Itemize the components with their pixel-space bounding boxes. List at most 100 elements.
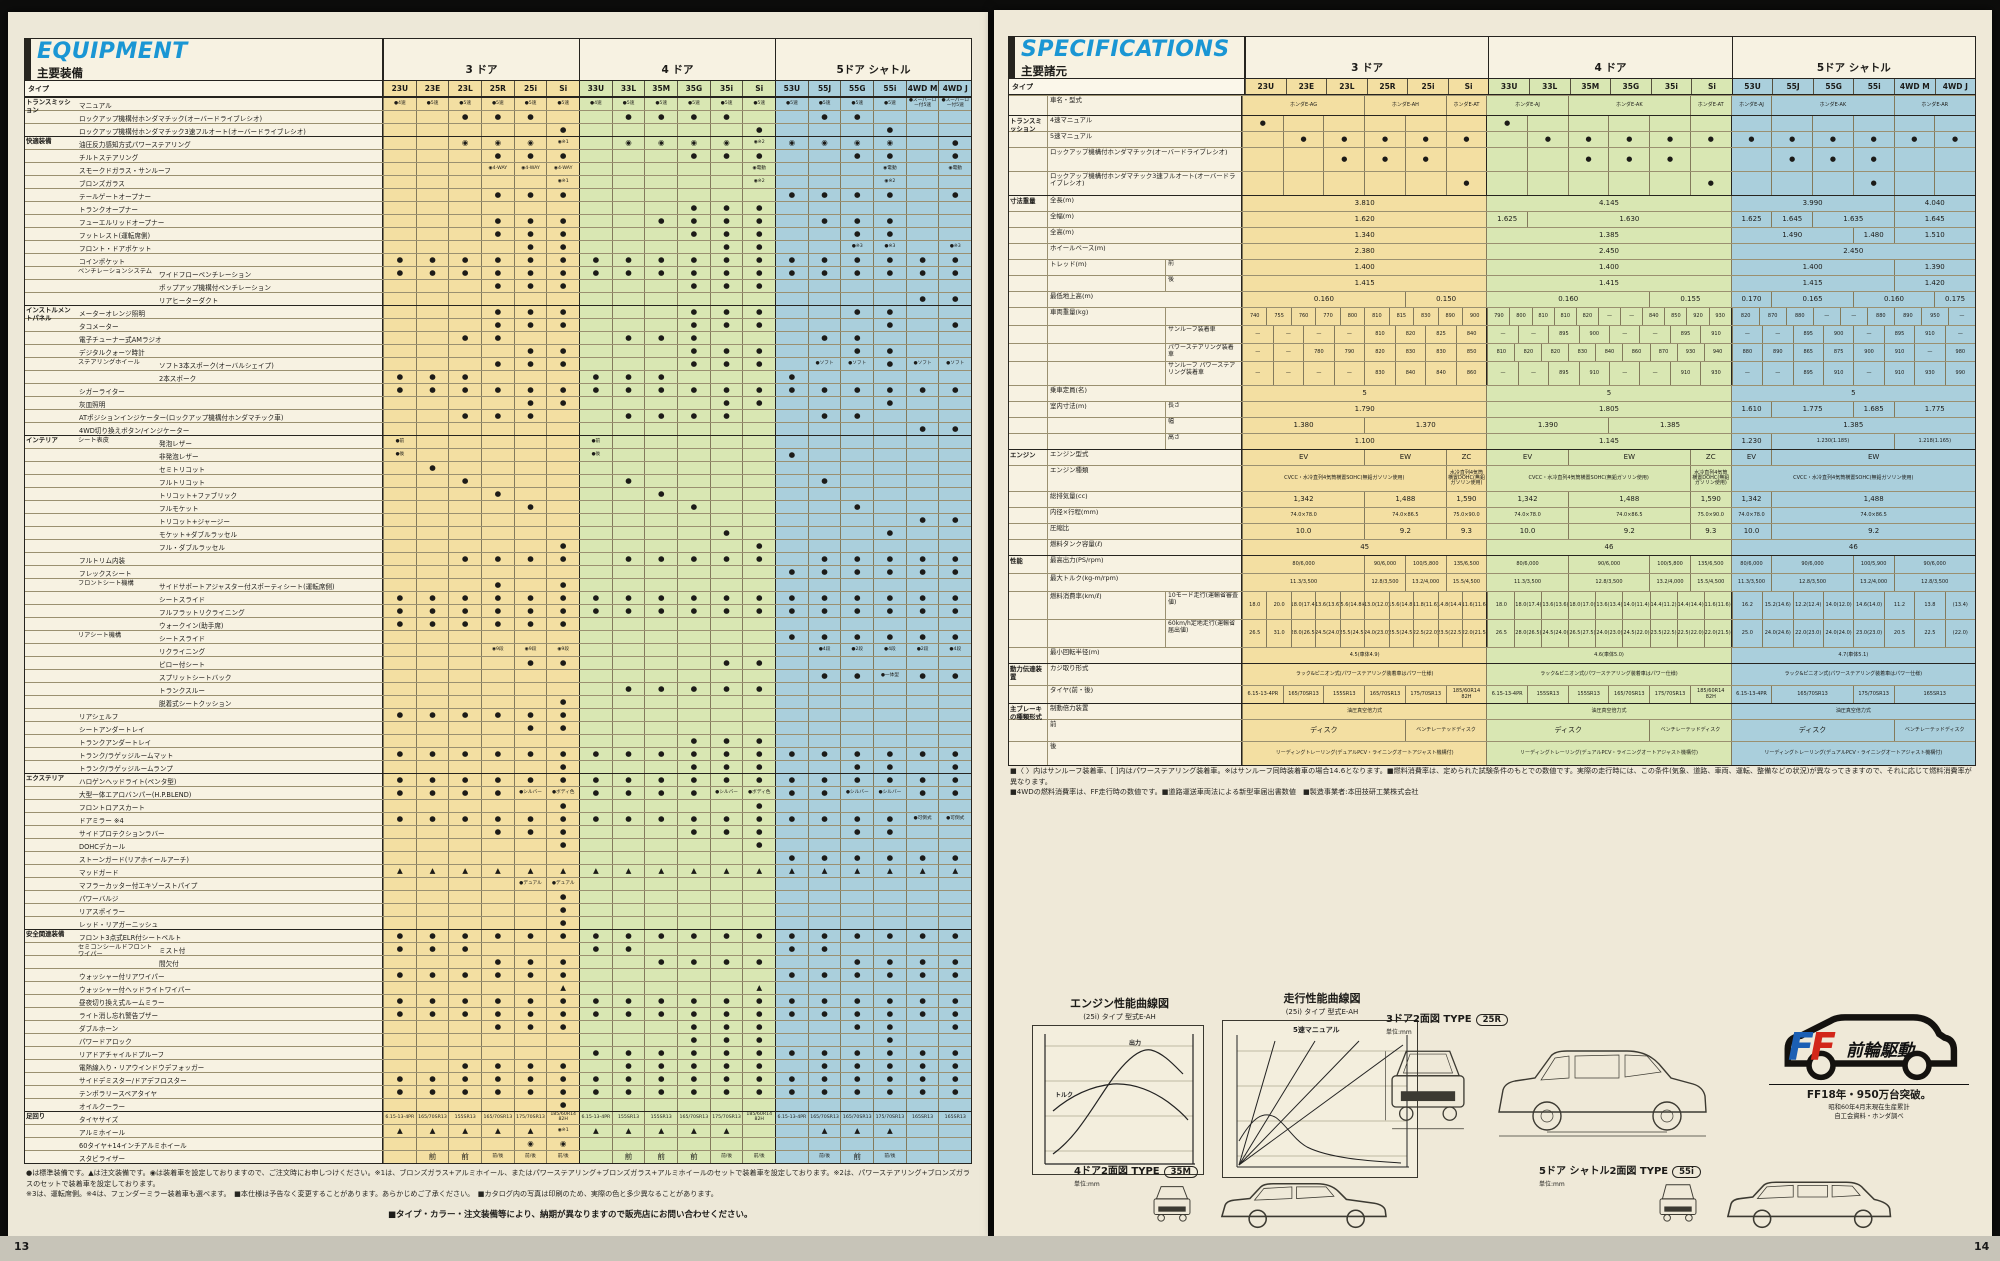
equipment-cell: ●デュアル <box>546 878 580 890</box>
equipment-cell: ● <box>611 1008 645 1020</box>
equipment-cell: ● <box>677 150 710 162</box>
equipment-cell: ● <box>775 748 808 760</box>
equipment-cell: ▲ <box>742 982 776 994</box>
equipment-cell <box>513 488 547 500</box>
equipment-cell <box>611 527 645 539</box>
spec-cell: 11.6(11.6) <box>1703 592 1731 619</box>
equipment-cell <box>905 891 939 903</box>
equipment-cell: ● <box>742 1021 776 1033</box>
equipment-cell <box>579 709 612 721</box>
equipment-cell <box>905 917 939 929</box>
equipment-cell: ● <box>709 202 743 214</box>
equipment-row: フルフラットリクライニング ● ● ● ● ● ● ● ● ● ● ● ● ● ● ● ● ● ● <box>25 604 972 617</box>
equipment-cell: ● <box>611 410 645 422</box>
equipment-cell: ● <box>905 514 939 526</box>
equipment-cell <box>709 436 743 448</box>
equipment-row: リアヒーターダクト ● ● <box>25 292 972 305</box>
equipment-section-label <box>25 839 77 851</box>
spec-row: タイヤ(前・後) 6.15-13-4PR 165/70SR13 155SR13 165/… <box>1009 685 1975 703</box>
equipment-cell: ● <box>546 605 580 617</box>
equipment-item-label: メーターオレンジ照明 <box>79 309 145 318</box>
equipment-item-label: 大型一体エアロバンパー(H.P.BLEND) <box>79 790 192 799</box>
equipment-section-label <box>25 384 77 396</box>
equipment-cell: ● <box>546 722 580 734</box>
equipment-cell <box>611 618 645 630</box>
spec-cell: 6.15-13-4PR <box>1486 686 1528 703</box>
equipment-cell <box>938 410 972 422</box>
equipment-row-label: 電熱線入り・リアウインドウデフォッガー <box>25 1060 383 1072</box>
equipment-section-label <box>25 189 77 201</box>
spec-cell: 11.6(11.6) <box>1461 592 1486 619</box>
equipment-cell <box>775 891 808 903</box>
ff-letter-red: F <box>1810 1025 1836 1069</box>
equipment-cell: ● <box>938 137 972 149</box>
equipment-cell: ● <box>677 1047 710 1059</box>
equipment-cell <box>840 683 874 695</box>
equipment-cell: ▲ <box>677 1125 710 1137</box>
equipment-cell <box>709 124 743 136</box>
spec-cell: 1.400 <box>1486 260 1731 275</box>
equipment-cell: ● <box>579 267 612 279</box>
spec-cell: ディスク <box>1242 720 1405 741</box>
equipment-cell <box>415 397 449 409</box>
equipment-cell <box>611 241 645 253</box>
equipment-cell <box>677 397 710 409</box>
equipment-cell <box>807 696 841 708</box>
spec-section-label <box>1009 742 1047 765</box>
equipment-cell: ● <box>644 267 678 279</box>
equipment-group-label <box>77 501 157 513</box>
equipment-cell: ● <box>579 1047 612 1059</box>
equipment-cell: ● <box>840 254 874 266</box>
equipment-cell: ● <box>873 813 906 825</box>
spec-cell: 820 <box>1364 344 1395 361</box>
spec-notes: ■〈 〉内はサンルーフ装着車、[ ]内はパワーステアリング装着車。※はサンルーフ… <box>1010 766 1974 798</box>
equipment-cell <box>644 917 678 929</box>
equipment-cell <box>775 540 808 552</box>
equipment-item-label: フルトリム内装 <box>79 556 126 565</box>
equipment-cell <box>579 1060 612 1072</box>
equipment-cell <box>938 722 972 734</box>
equipment-cell: ● <box>938 1008 972 1020</box>
equipment-cell <box>481 631 514 643</box>
equipment-cell <box>807 618 841 630</box>
column-header-55j: 55J <box>1772 79 1813 94</box>
equipment-row-label: ステアリングホイール ソフト3本スポーク(オーバルシェイプ) <box>25 358 383 370</box>
equipment-cell: ● <box>448 1008 482 1020</box>
equipment-row: フルトリコット ● ● ● <box>25 474 972 487</box>
spec-cell: 840 <box>1394 362 1426 385</box>
equipment-cell: ● <box>546 397 580 409</box>
spec-cell: 11.3/3,500 <box>1486 574 1568 591</box>
spec-cell: — <box>1487 362 1517 385</box>
equipment-cell <box>840 696 874 708</box>
equipment-cell: ● <box>677 683 710 695</box>
equipment-section-label <box>25 605 77 617</box>
equipment-section-label <box>25 1099 77 1111</box>
equipment-cell <box>644 670 678 682</box>
equipment-cell <box>415 449 449 461</box>
equipment-row-label: フロントシート機構 サイドサポートアジャスター付スポーティシート(運転席側) <box>25 579 383 591</box>
equipment-cell <box>742 1125 776 1137</box>
equipment-group-label: ベンチレーションシステム <box>78 268 152 275</box>
equipment-row: テールゲートオープナー ● ● ● ● ● ● ● ● <box>25 188 972 201</box>
spec-cell: 74.0×86.5 <box>1567 508 1690 523</box>
equipment-cell: ● <box>448 774 482 786</box>
spec-cell: 74.0×78.0 <box>1486 508 1568 523</box>
equipment-cell <box>415 202 449 214</box>
equipment-cell: ● <box>546 891 580 903</box>
equipment-cell <box>383 553 416 565</box>
equipment-section-label <box>25 943 77 955</box>
equipment-row-label: サイドプロテクションラバー <box>25 826 383 838</box>
equipment-cell: ● <box>905 1008 939 1020</box>
equipment-cell <box>546 631 580 643</box>
equipment-cell <box>383 124 416 136</box>
equipment-cell <box>905 1034 939 1046</box>
equipment-cell: 155SR13 <box>611 1112 645 1124</box>
page-subtitle: 主要装備 <box>37 66 83 80</box>
equipment-row-label: シートアンダートレイ <box>25 722 383 734</box>
equipment-cell: ● <box>905 774 939 786</box>
equipment-cell: ● <box>415 709 449 721</box>
spec-cell: 895 <box>1883 326 1914 343</box>
equipment-row-label: ブロンズガラス <box>25 176 383 188</box>
spec-cell: 770 <box>1315 308 1339 325</box>
equipment-cell <box>481 566 514 578</box>
